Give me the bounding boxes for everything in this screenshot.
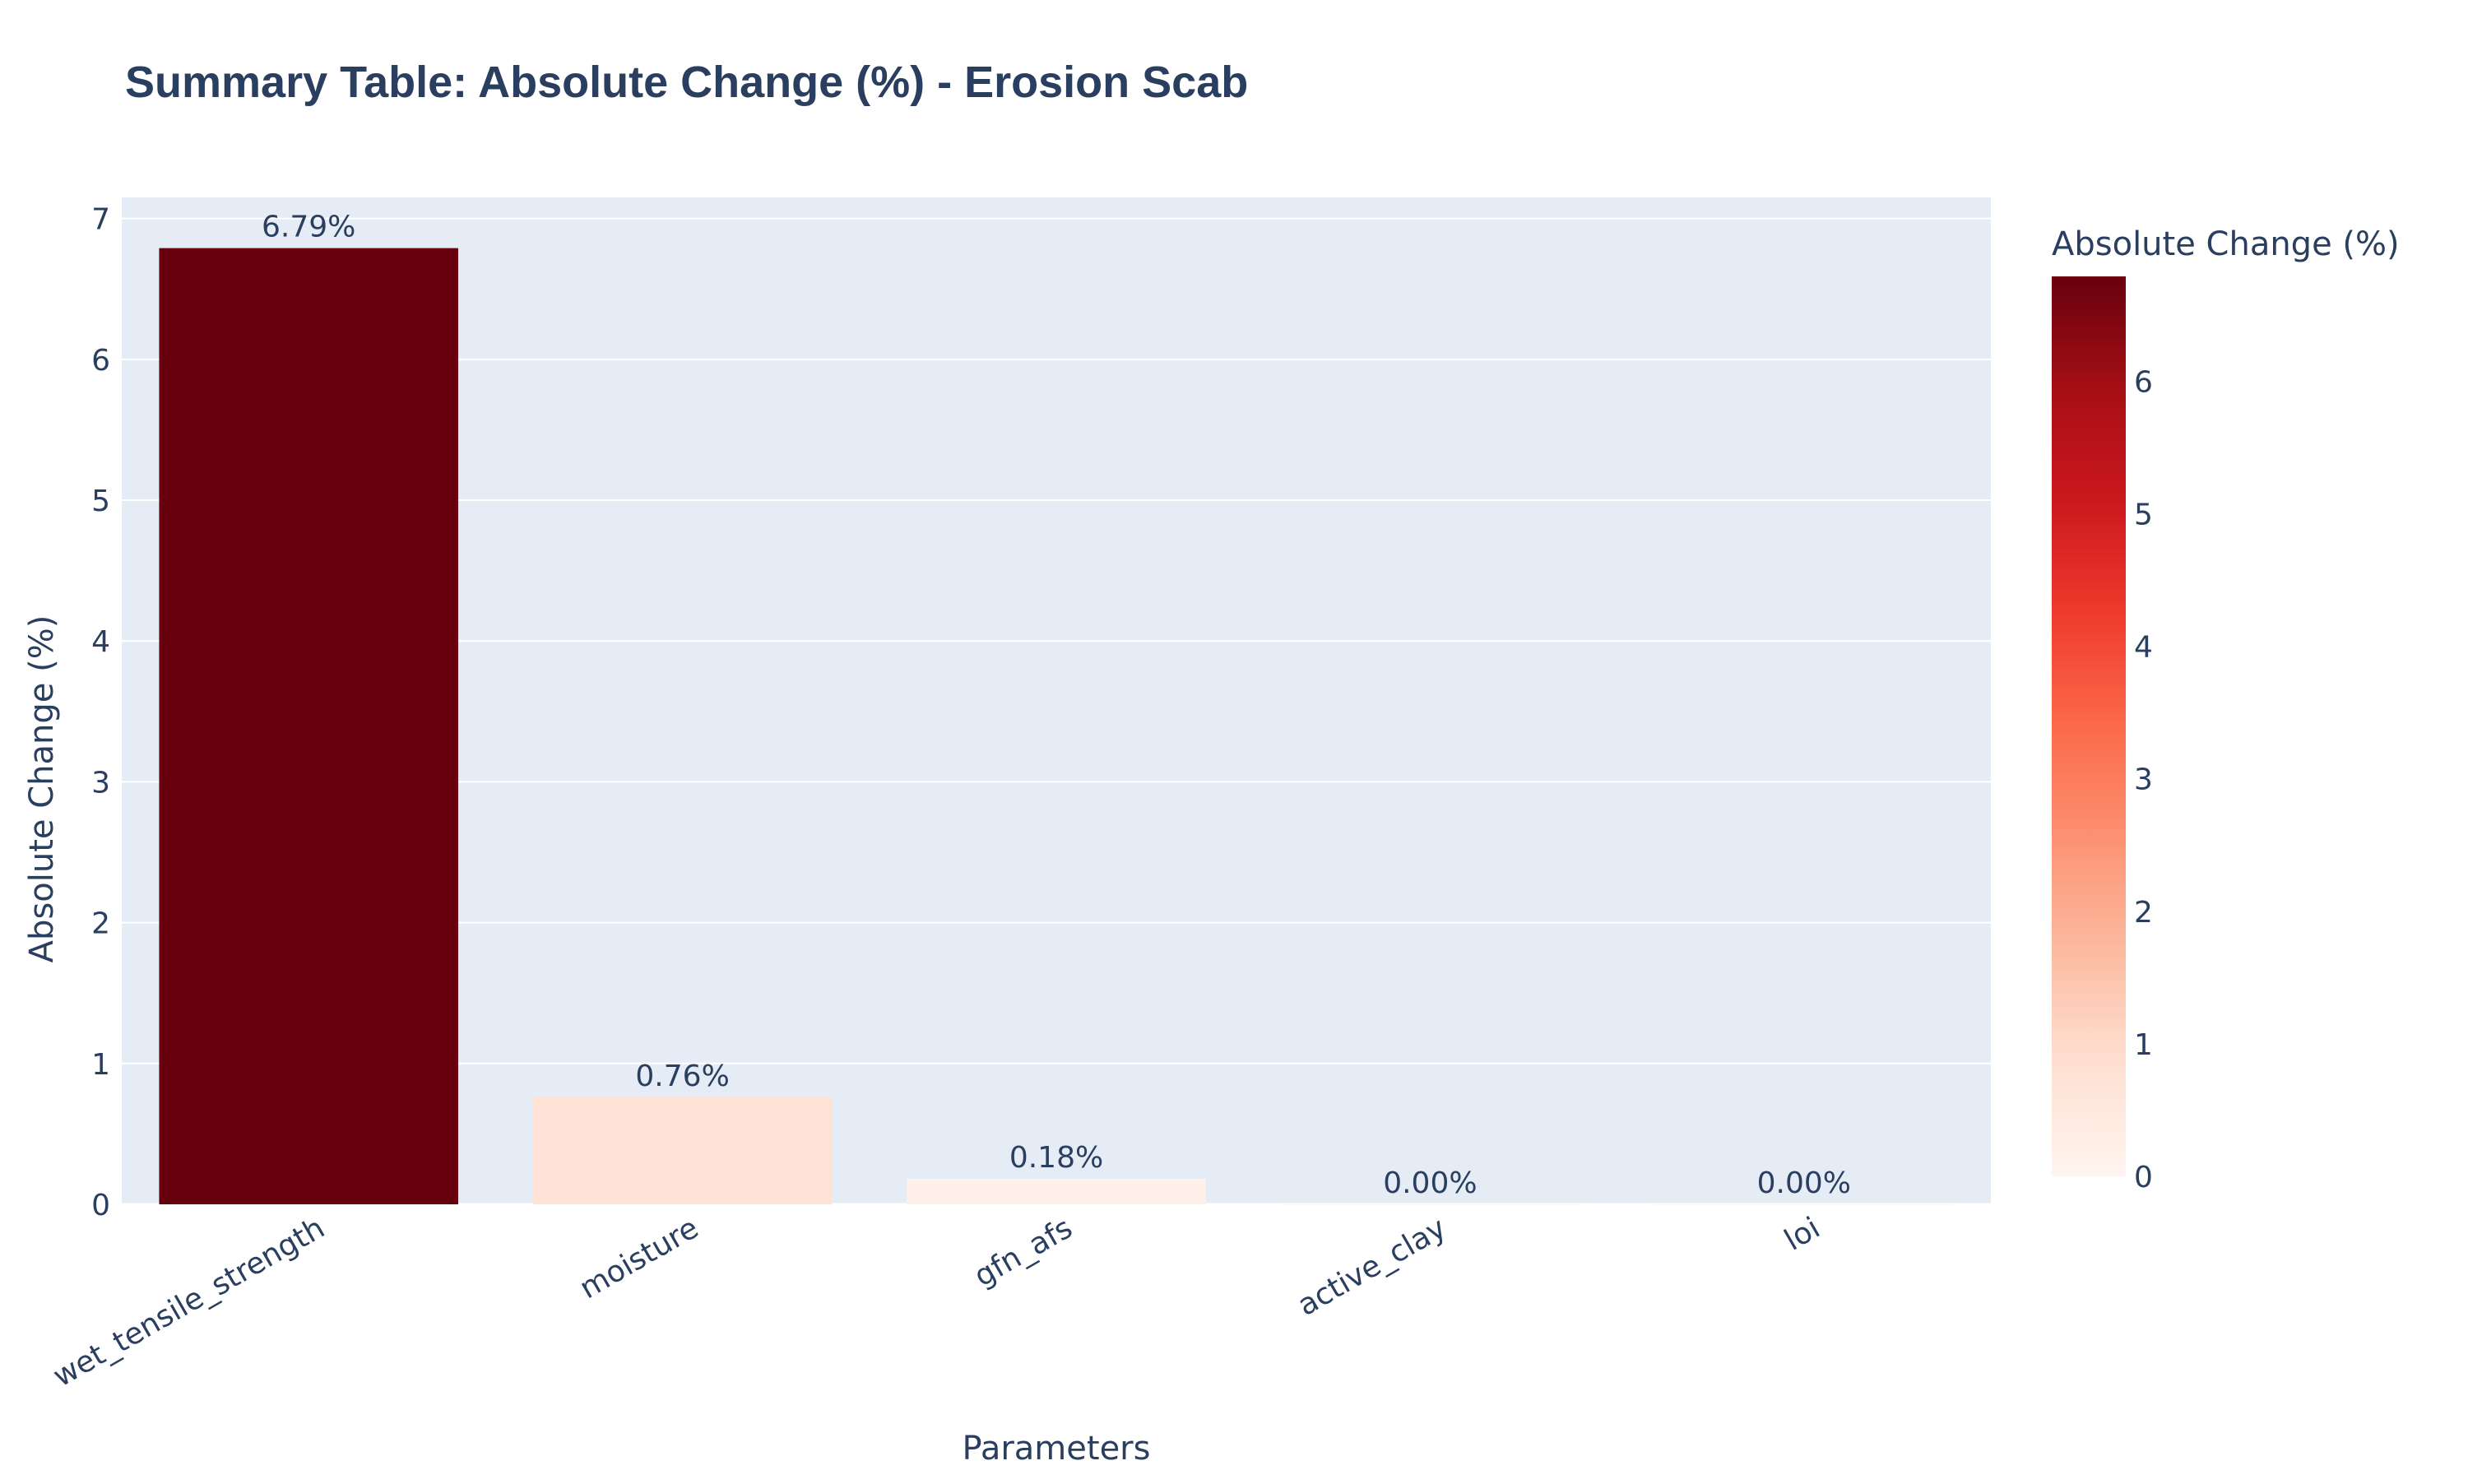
colorbar-tick-label: 6 [2134,365,2153,399]
bar [907,1179,1206,1204]
y-tick-label: 4 [91,625,110,659]
y-tick-label: 2 [91,907,110,941]
x-axis-title: Parameters [963,1430,1151,1468]
y-tick-label: 3 [91,766,110,800]
data-labels: 6.79% 0.76% 0.18% 0.00% 0.00% [262,211,1851,1200]
colorbar-tick-label: 4 [2134,631,2153,665]
colorbar-ticks: 0 1 2 3 4 5 6 [2134,365,2153,1194]
bar [532,1097,833,1204]
y-tick-label: 5 [91,485,110,518]
y-tick-label: 0 [91,1189,110,1222]
colorbar-title: Absolute Change (%) [2052,225,2400,263]
colorbar-tick-label: 2 [2134,896,2153,930]
bars [159,248,1954,1205]
colorbar-tick-label: 1 [2134,1028,2153,1062]
colorbar-tick-label: 0 [2134,1161,2153,1194]
y-tick-label: 6 [91,344,110,378]
y-tick-label: 1 [91,1048,110,1082]
bar-value-label: 0.00% [1383,1166,1477,1200]
bar [1280,1204,1580,1205]
y-axis-title: Absolute Change (%) [23,615,61,963]
bar-value-label: 6.79% [262,211,355,244]
colorbar-gradient [2052,276,2126,1176]
y-axis-ticks: 0 1 2 3 4 5 6 7 [91,203,110,1222]
bar-value-label: 0.76% [635,1060,729,1093]
colorbar-tick-label: 3 [2134,763,2153,797]
bar-value-label: 0.18% [1009,1141,1103,1175]
bar [159,248,458,1205]
bar [1654,1204,1954,1205]
bar-value-label: 0.00% [1757,1166,1851,1200]
chart-title: Summary Table: Absolute Change (%) - Ero… [125,58,1248,107]
y-tick-label: 7 [91,203,110,237]
colorbar-tick-label: 5 [2134,498,2153,531]
colorbar: Absolute Change (%) 0 1 2 3 4 5 6 [2052,225,2400,1194]
